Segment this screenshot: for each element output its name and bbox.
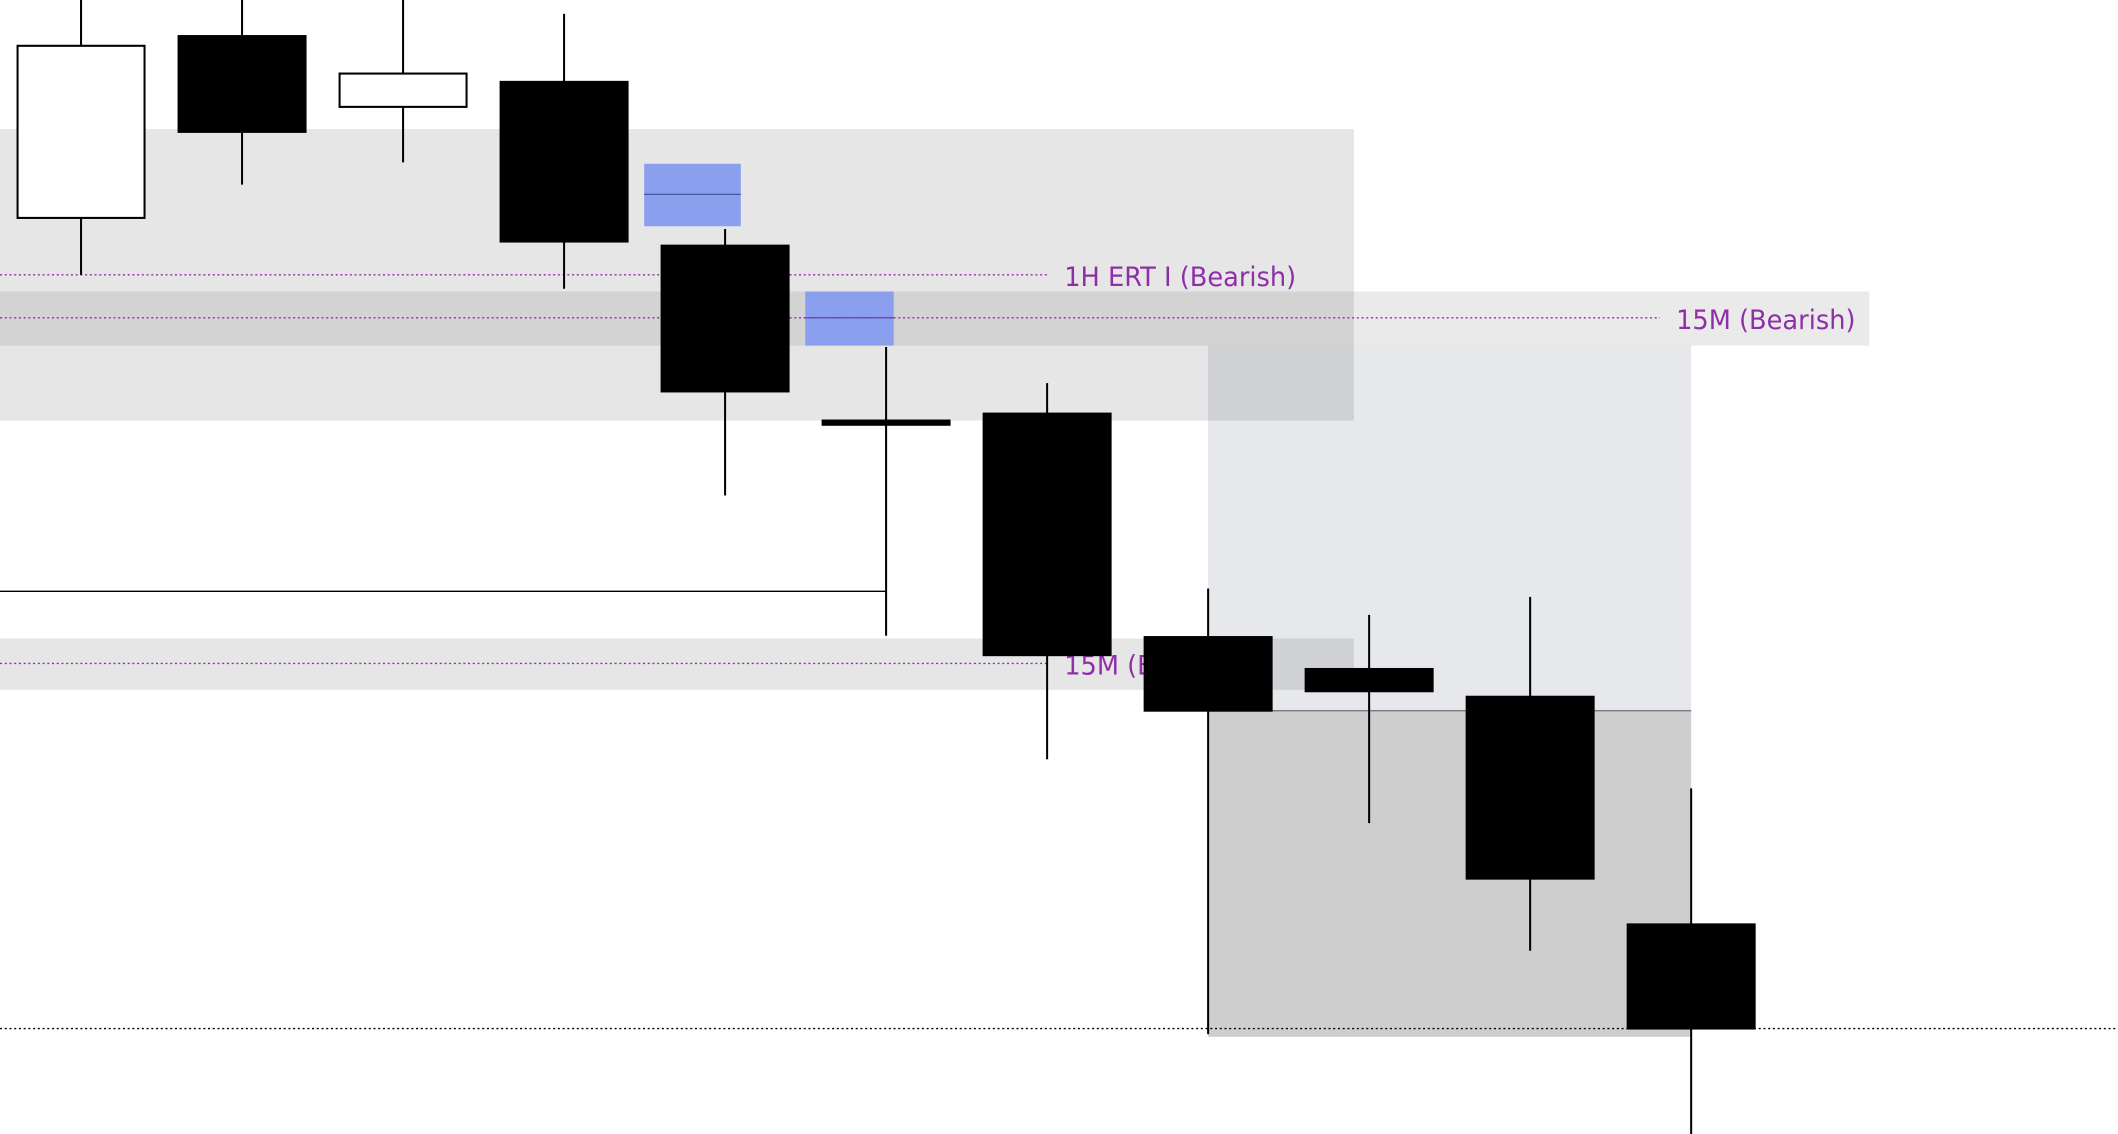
candle-body bbox=[821, 419, 951, 426]
candle-body bbox=[1465, 695, 1595, 880]
candle bbox=[1304, 614, 1434, 824]
candle bbox=[1465, 596, 1595, 951]
level-label: 15M (Bearish) bbox=[1676, 306, 1855, 336]
candle bbox=[982, 383, 1112, 760]
candle bbox=[338, 0, 468, 163]
candle bbox=[499, 13, 629, 289]
candle bbox=[660, 229, 790, 496]
candle-body bbox=[660, 244, 790, 393]
candle-body bbox=[177, 35, 307, 133]
zone-box bbox=[1208, 710, 1692, 1037]
candle bbox=[16, 0, 146, 275]
candle bbox=[1626, 788, 1756, 1134]
zone-box bbox=[0, 291, 1870, 346]
zone-box bbox=[1208, 345, 1692, 711]
candle-body bbox=[982, 412, 1112, 657]
fvg-box bbox=[644, 163, 741, 227]
candle bbox=[177, 0, 307, 185]
candle bbox=[821, 347, 951, 636]
candle-body bbox=[1626, 923, 1756, 1030]
candle-body bbox=[338, 72, 468, 108]
candle-body bbox=[499, 80, 629, 243]
level-label: 1H ERT I (Bearish) bbox=[1064, 263, 1296, 293]
candle bbox=[1143, 588, 1273, 1035]
candle-body bbox=[1304, 667, 1434, 693]
fvg-box bbox=[805, 291, 894, 346]
candle-body bbox=[16, 44, 146, 219]
candle-body bbox=[1143, 636, 1273, 712]
